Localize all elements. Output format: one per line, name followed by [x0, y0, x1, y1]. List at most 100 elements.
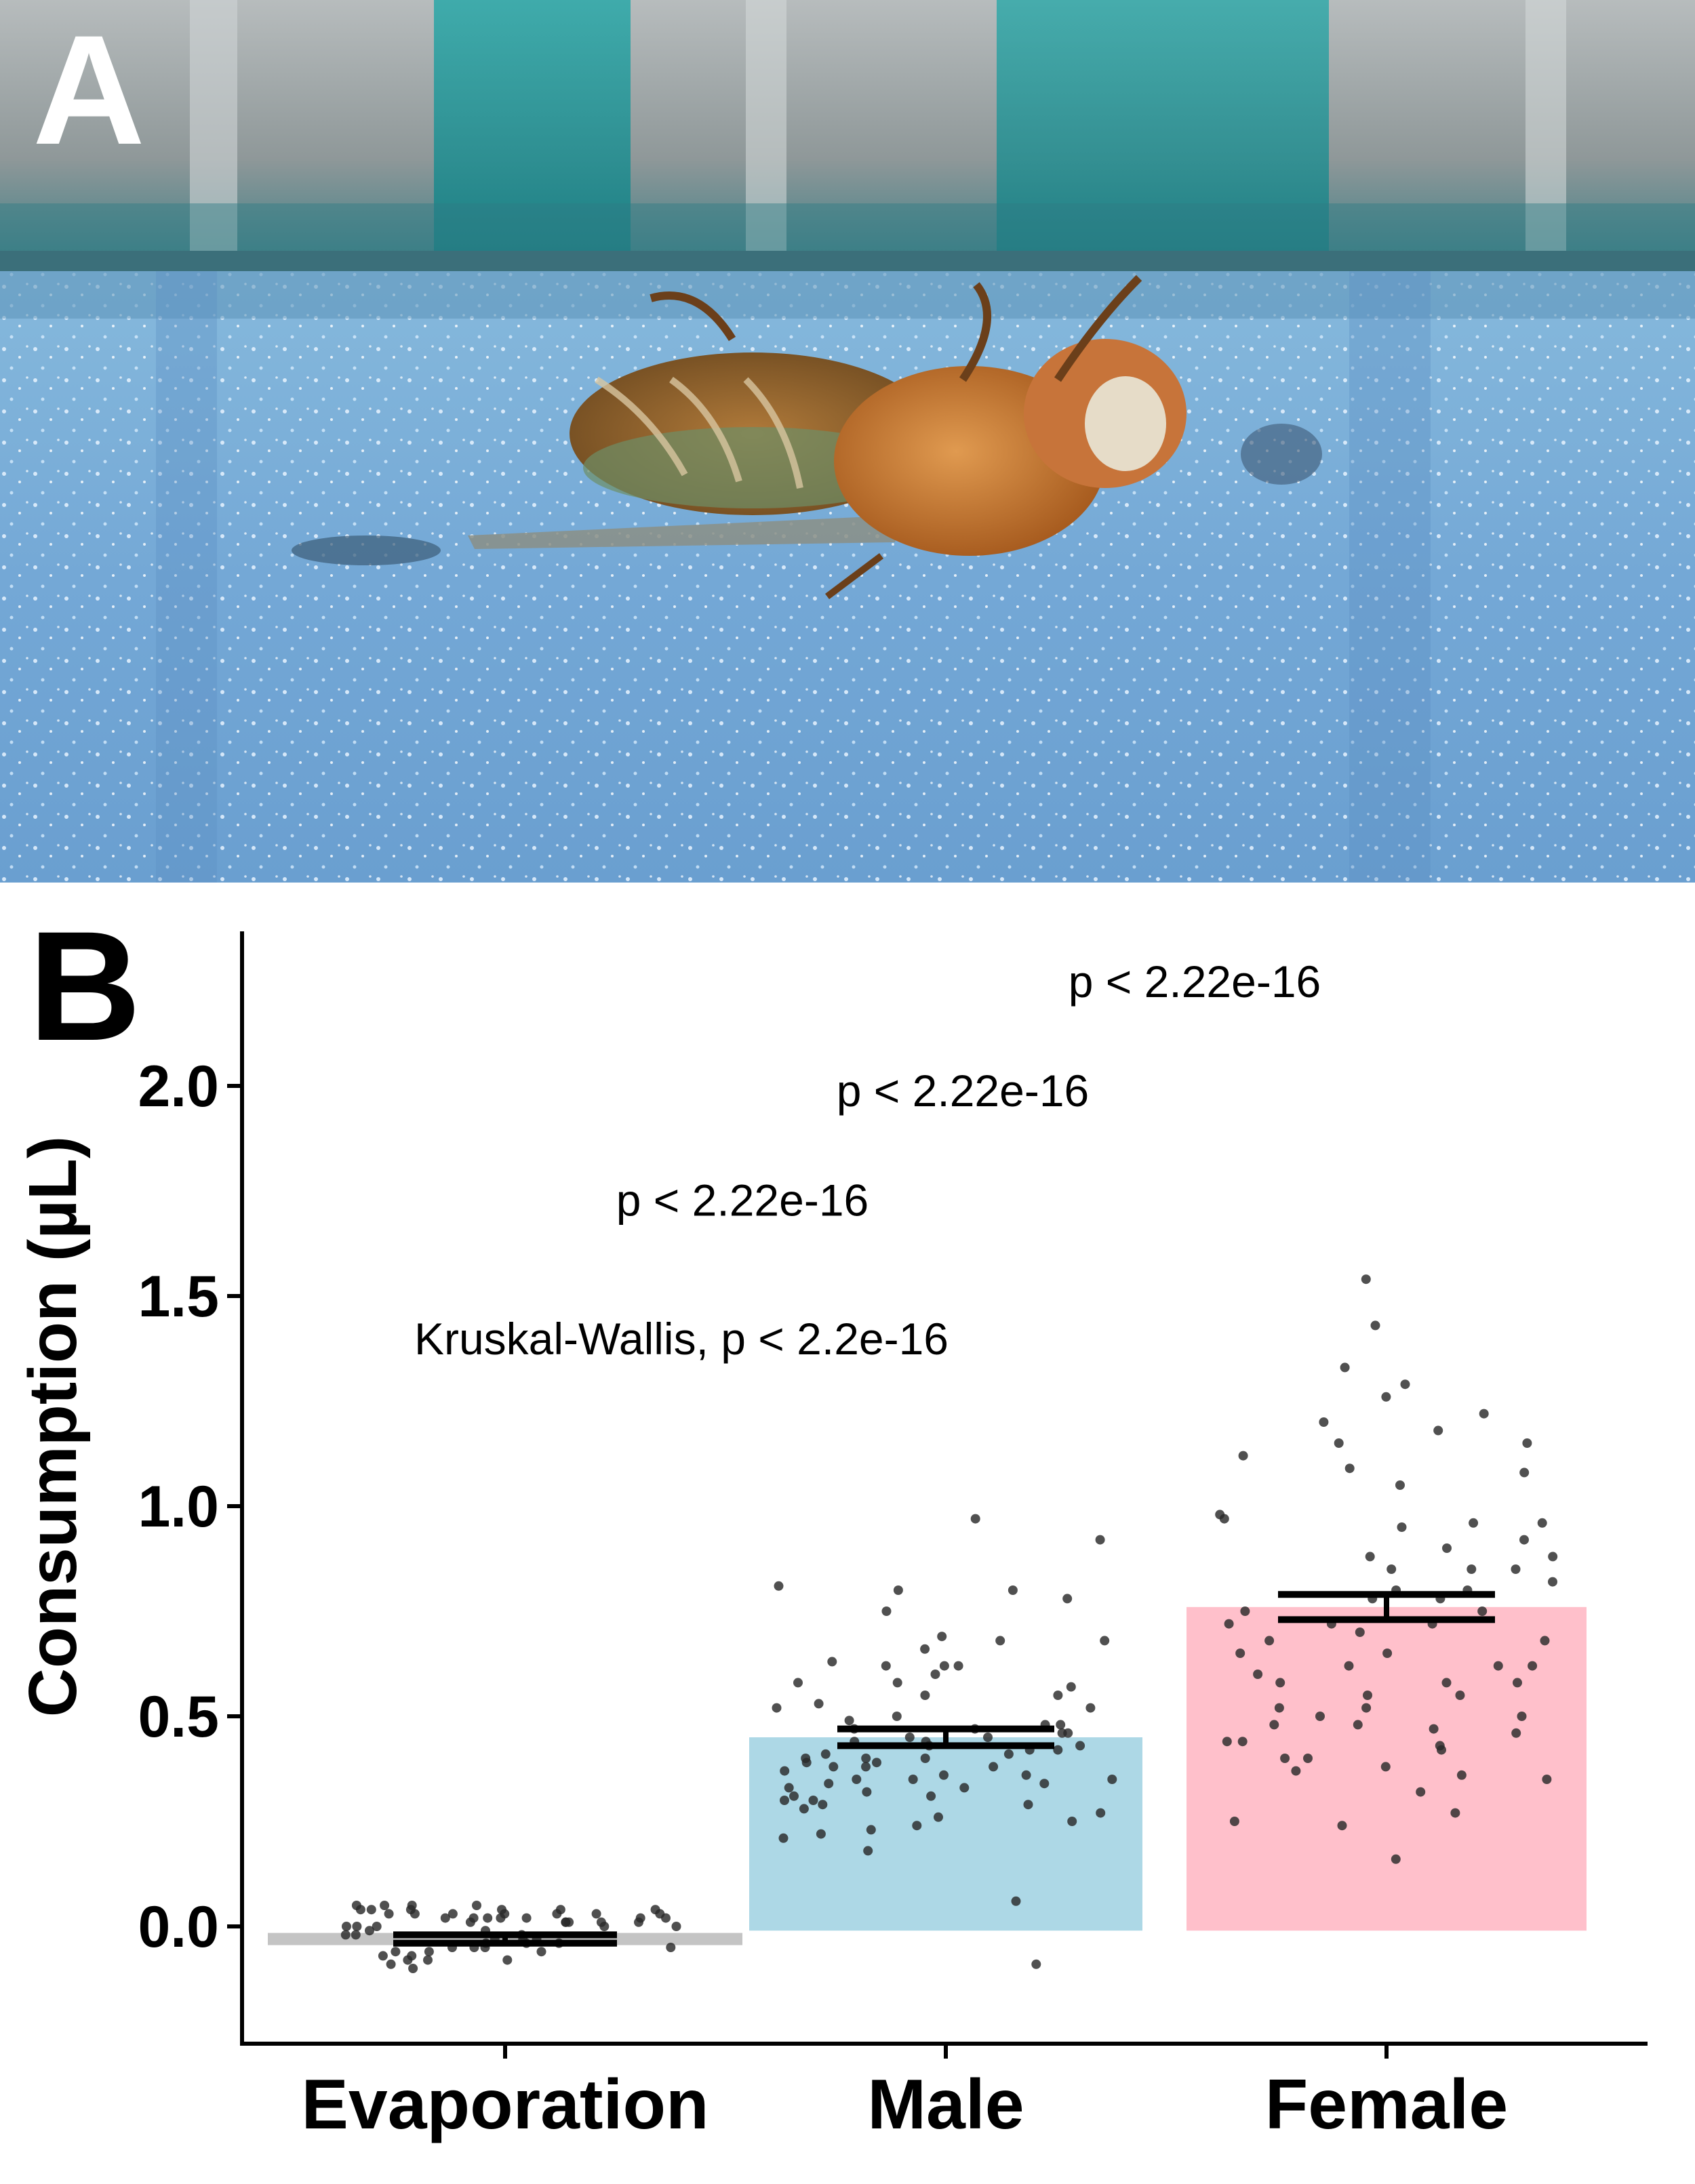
- data-point: [866, 1825, 876, 1835]
- data-point: [1023, 1800, 1033, 1810]
- data-point: [1477, 1606, 1488, 1616]
- data-point: [1493, 1661, 1503, 1671]
- data-point: [1522, 1438, 1532, 1448]
- data-point: [1334, 1438, 1344, 1448]
- data-point: [778, 1833, 789, 1843]
- data-point: [844, 1716, 854, 1726]
- y-tick-label: 0.0: [138, 1895, 219, 1960]
- fly-feeding-photo: [0, 0, 1695, 883]
- data-point: [1011, 1896, 1021, 1906]
- data-point: [1039, 1779, 1050, 1789]
- data-point: [423, 1955, 433, 1965]
- data-point: [1429, 1724, 1439, 1734]
- consumption-bar-chart: 0.0 0.5 1.0 1.5 2.0 Evaporation Male Female Cons…: [15, 931, 1648, 2144]
- data-point: [920, 1644, 930, 1654]
- data-point: [440, 1913, 450, 1923]
- x-tick-label: Female: [1265, 2065, 1508, 2144]
- data-point: [1363, 1691, 1372, 1700]
- data-point: [959, 1783, 970, 1793]
- data-point: [893, 1585, 903, 1595]
- data-point: [1479, 1409, 1489, 1419]
- data-point: [939, 1770, 949, 1780]
- annotation-4: p < 2.22e-16: [1069, 956, 1321, 1007]
- data-point: [1253, 1670, 1263, 1679]
- data-point: [789, 1791, 799, 1801]
- data-point: [1353, 1720, 1363, 1730]
- data-point: [937, 1632, 947, 1642]
- data-point: [1315, 1712, 1325, 1721]
- data-point: [930, 1670, 940, 1679]
- data-point: [814, 1699, 824, 1709]
- data-point: [863, 1846, 873, 1856]
- data-point: [1433, 1425, 1443, 1436]
- annotation-3: p < 2.22e-16: [837, 1066, 1089, 1116]
- data-point: [1003, 1749, 1014, 1759]
- data-point: [1319, 1417, 1329, 1427]
- data-point: [1395, 1480, 1405, 1490]
- data-point: [355, 1905, 365, 1915]
- data-point: [780, 1766, 790, 1776]
- data-point: [799, 1804, 809, 1814]
- data-point: [912, 1821, 922, 1831]
- data-point: [391, 1947, 401, 1957]
- y-tick-label: 0.5: [138, 1684, 219, 1750]
- data-point: [1528, 1661, 1538, 1671]
- data-point: [521, 1913, 532, 1923]
- data-point: [635, 1913, 645, 1923]
- data-point: [1511, 1564, 1521, 1574]
- data-point: [1240, 1606, 1250, 1616]
- data-point: [784, 1783, 794, 1793]
- data-point: [447, 1909, 458, 1919]
- data-point: [1344, 1463, 1355, 1474]
- data-point: [1441, 1678, 1452, 1688]
- data-point: [1380, 1762, 1391, 1772]
- data-point: [1467, 1564, 1477, 1574]
- data-point: [384, 1909, 394, 1919]
- data-point: [380, 1901, 390, 1910]
- data-point: [1274, 1703, 1284, 1713]
- bar-male: [749, 1737, 1142, 1931]
- data-point: [852, 1775, 862, 1784]
- data-point: [772, 1703, 782, 1713]
- data-point: [1096, 1808, 1106, 1818]
- data-point: [666, 1943, 676, 1952]
- data-point: [365, 1926, 374, 1936]
- data-point: [378, 1951, 388, 1961]
- data-point: [1537, 1518, 1547, 1528]
- data-point: [892, 1712, 902, 1721]
- data-point: [408, 1964, 418, 1973]
- data-point: [1548, 1577, 1557, 1587]
- data-point: [1370, 1320, 1380, 1331]
- data-point: [536, 1947, 546, 1957]
- data-point: [1381, 1392, 1391, 1402]
- data-point: [1057, 1728, 1067, 1738]
- data-point: [1435, 1741, 1445, 1751]
- x-tick-label: Evaporation: [302, 2065, 709, 2144]
- data-point: [1095, 1535, 1105, 1545]
- data-point: [671, 1922, 681, 1931]
- data-point: [780, 1796, 789, 1805]
- data-point: [1280, 1754, 1290, 1763]
- data-point: [366, 1905, 376, 1915]
- data-point: [1513, 1678, 1522, 1688]
- data-point: [1100, 1636, 1110, 1646]
- data-point: [1340, 1362, 1350, 1373]
- data-point: [1382, 1649, 1393, 1658]
- data-point: [403, 1955, 413, 1965]
- data-point: [1455, 1691, 1465, 1700]
- y-axis-label: Consumption (µL): [15, 1136, 91, 1717]
- data-point: [1031, 1959, 1041, 1969]
- data-point: [793, 1678, 803, 1688]
- data-point: [808, 1796, 818, 1805]
- data-point: [1062, 1594, 1073, 1604]
- data-point: [983, 1733, 993, 1742]
- data-point: [424, 1947, 434, 1957]
- data-point: [861, 1754, 871, 1763]
- data-point: [1517, 1712, 1527, 1721]
- data-point: [827, 1657, 837, 1667]
- data-point: [386, 1959, 396, 1969]
- data-point: [472, 1901, 481, 1910]
- data-point: [1053, 1745, 1063, 1755]
- data-point: [340, 1930, 351, 1940]
- data-point: [816, 1829, 826, 1839]
